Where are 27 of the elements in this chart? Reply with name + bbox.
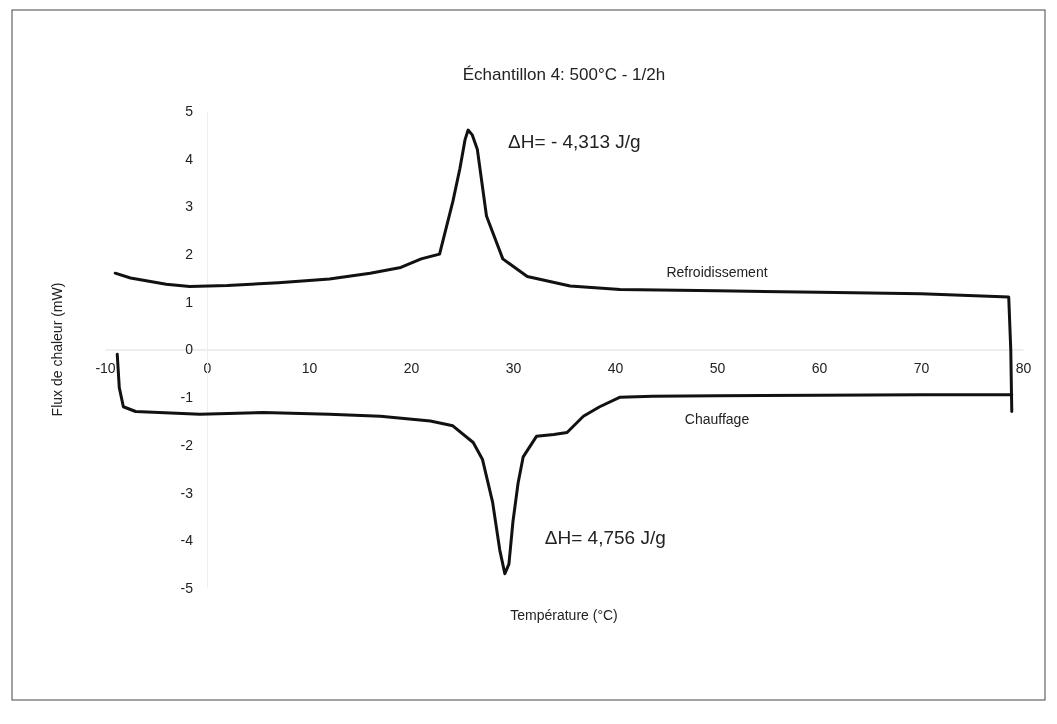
y-tick-label: -2 xyxy=(180,436,194,453)
y-tick-label: -5 xyxy=(180,579,194,596)
y-tick-label: -4 xyxy=(180,532,194,549)
y-tick-label: 5 xyxy=(185,102,194,119)
x-tick-label: 30 xyxy=(505,360,522,377)
series-label: Chauffage xyxy=(684,410,750,427)
y-tick-label: -1 xyxy=(180,389,194,406)
y-tick-label: 3 xyxy=(185,198,194,215)
x-tick-label: 20 xyxy=(403,360,420,377)
y-tick-label: 2 xyxy=(185,246,194,263)
chart-title: Échantillon 4: 500°C - 1/2h xyxy=(462,65,666,84)
y-axis-title: Flux de chaleur (mW) xyxy=(49,282,65,417)
x-tick-label: 50 xyxy=(709,360,726,377)
y-tick-label: 4 xyxy=(185,150,194,167)
y-tick-label: -3 xyxy=(180,484,194,501)
series-label: Refroidissement xyxy=(666,263,768,280)
x-tick-label: 10 xyxy=(301,360,318,377)
x-tick-label: 80 xyxy=(1015,360,1032,377)
y-tick-label: 0 xyxy=(185,341,194,358)
x-axis-title: Température (°C) xyxy=(510,607,618,623)
x-tick-label: 70 xyxy=(913,360,930,377)
annotation: ΔH= - 4,313 J/g xyxy=(508,131,641,153)
x-tick-label: 60 xyxy=(811,360,828,377)
y-tick-label: 1 xyxy=(185,293,194,310)
annotation: ΔH= 4,756 J/g xyxy=(544,526,666,548)
x-tick-label: -10 xyxy=(95,360,116,377)
x-tick-label: 40 xyxy=(607,360,624,377)
